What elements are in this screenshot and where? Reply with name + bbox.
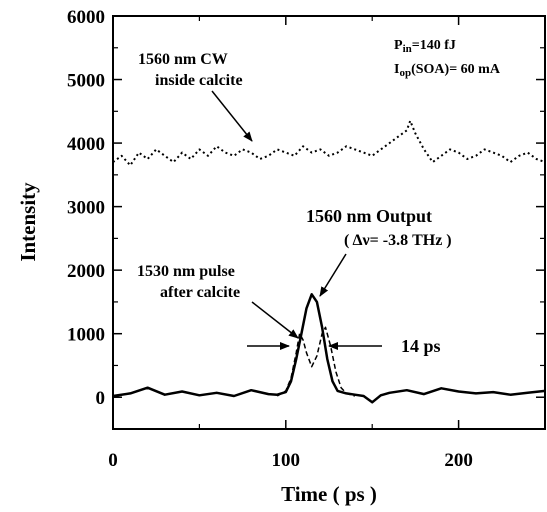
cw-arrow [211,90,253,142]
pin-text: Pin=140 fJ [394,38,456,55]
detuning-label: ( Δν= -3.8 THz ) [344,232,452,249]
iop-value: (SOA)= 60 mA [411,62,501,77]
y-tick-label: 3000 [67,198,105,219]
y-tick-label: 6000 [67,7,105,28]
iop-text: Iop(SOA)= 60 mA [394,62,501,79]
x-tick-label: 100 [272,450,301,471]
y-tick-label: 2000 [67,261,105,282]
series-line-2 [112,293,546,404]
y-tick-label: 0 [96,388,106,409]
ticks [112,15,546,430]
cw-label-line2: inside calcite [155,72,243,89]
pin-sub: in [403,43,412,55]
series-line-1 [112,119,546,167]
y-tick-label: 4000 [67,134,105,155]
y-axis-title: Intensity [16,182,40,262]
pin-value: =140 fJ [412,38,456,53]
plot-frame [112,15,546,430]
x-tick-label: 0 [108,450,118,471]
tick-labels: 0 1000 2000 3000 4000 5000 6000 0 100 200 [67,7,473,471]
series-line-3 [276,326,356,397]
x-tick-label: 200 [444,450,473,471]
pin-label: P [394,38,403,53]
iop-sub: op [399,67,411,79]
x-axis-title: Time ( ps ) [281,482,377,506]
pulse-label-line2: after calcite [160,284,240,301]
cw-label-line1: 1560 nm CW [138,51,228,68]
width-label: 14 ps [401,336,441,356]
pulse-arrow [251,301,299,339]
output-arrow [319,253,347,297]
y-tick-label: 5000 [67,71,105,92]
pulse-label-line1: 1530 nm pulse [137,263,235,280]
iop-label: I [394,62,399,77]
series-group [112,119,546,404]
output-label: 1560 nm Output [306,206,432,226]
y-tick-label: 1000 [67,325,105,346]
